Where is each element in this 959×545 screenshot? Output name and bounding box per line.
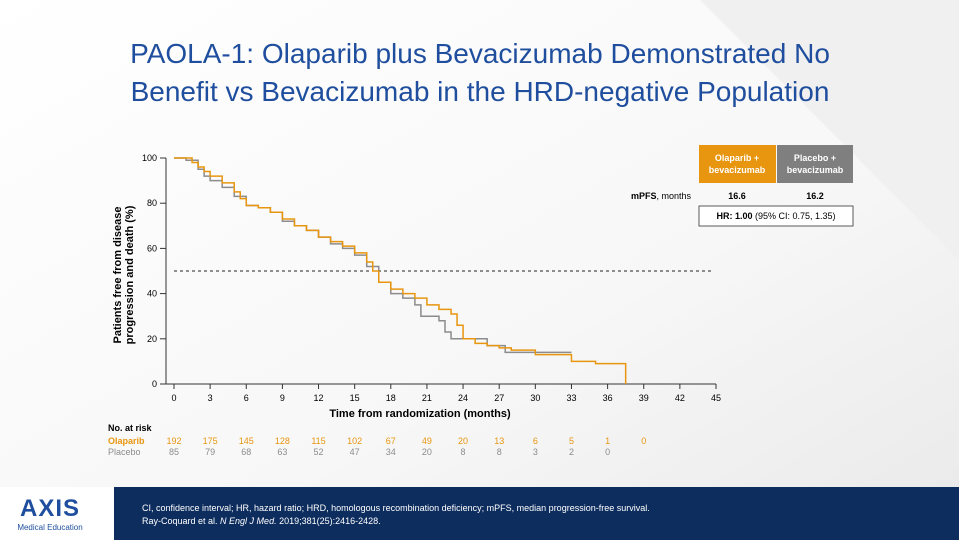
header-cell	[699, 145, 776, 183]
x-tick-label: 6	[244, 393, 249, 403]
row-label-bold: mPFS	[631, 191, 657, 201]
at-risk-value: 102	[347, 436, 362, 446]
y-tick-label: 80	[147, 198, 157, 208]
at-risk-value: 2	[569, 447, 574, 457]
x-tick-label: 36	[603, 393, 613, 403]
at-risk-value: 63	[277, 447, 287, 457]
y-tick-label: 100	[142, 153, 157, 163]
ref: 2019;381(25):2416-2428.	[277, 516, 381, 526]
at-risk-value: 20	[458, 436, 468, 446]
at-risk-value: 52	[314, 447, 324, 457]
at-risk-value: 34	[386, 447, 396, 457]
at-risk-value: 67	[386, 436, 396, 446]
at-risk-value: 47	[350, 447, 360, 457]
ref: Ray-Coquard et al.	[142, 516, 220, 526]
at-risk-value: 5	[569, 436, 574, 446]
at-risk-value: 1	[605, 436, 610, 446]
header: Olaparib +	[715, 153, 759, 163]
hr-bold: HR: 1.00	[716, 211, 752, 221]
at-risk-value: 13	[494, 436, 504, 446]
row-label-rest: , months	[656, 191, 691, 201]
decor	[700, 0, 959, 260]
x-axis-label: Time from randomization (months)	[329, 408, 511, 420]
x-tick-label: 27	[494, 393, 504, 403]
at-risk-value: 49	[422, 436, 432, 446]
footer-band	[114, 487, 959, 540]
header: Placebo +	[794, 153, 836, 163]
at-risk-value: 68	[241, 447, 251, 457]
at-risk-value: 115	[311, 436, 325, 446]
at-risk-value: 6	[533, 436, 538, 446]
row-label: mPFS, months	[631, 191, 692, 201]
header: bevacizumab	[787, 165, 844, 175]
at-risk-value: 145	[239, 436, 254, 446]
y-axis-label: progression and death (%)	[124, 205, 136, 344]
at-risk-value: 8	[461, 447, 466, 457]
title: PAOLA-1: Olaparib plus Bevacizumab Demon…	[130, 38, 830, 69]
footer-text: CI, confidence interval; HR, hazard rati…	[142, 503, 650, 513]
x-tick-label: 9	[280, 393, 285, 403]
at-risk-value: 85	[169, 447, 179, 457]
x-tick-label: 45	[711, 393, 721, 403]
x-tick-label: 18	[386, 393, 396, 403]
hr-box	[698, 205, 854, 227]
x-tick-label: 0	[171, 393, 176, 403]
header-cell	[777, 145, 853, 183]
y-tick-label: 60	[147, 243, 157, 253]
x-tick-label: 42	[675, 393, 685, 403]
ref-journal: N Engl J Med.	[220, 516, 277, 526]
x-tick-label: 24	[458, 393, 468, 403]
at-risk-value: 0	[605, 447, 610, 457]
at-risk-value: 79	[205, 447, 215, 457]
x-tick-label: 21	[422, 393, 432, 403]
at-risk-value: 0	[641, 436, 646, 446]
title: Benefit vs Bevacizumab in the HRD-negati…	[131, 76, 830, 107]
logo-sub: Medical Education	[17, 523, 82, 532]
x-tick-label: 33	[566, 393, 576, 403]
x-tick-label: 39	[639, 393, 649, 403]
header: bevacizumab	[709, 165, 766, 175]
at-risk-value: 3	[533, 447, 538, 457]
at-risk-value: 128	[275, 436, 290, 446]
x-tick-label: 30	[530, 393, 540, 403]
logo: AXIS	[20, 495, 80, 522]
at-risk-title: No. at risk	[108, 423, 153, 433]
y-tick-label: 40	[147, 289, 157, 299]
km-curve	[174, 157, 627, 384]
x-tick-label: 12	[314, 393, 324, 403]
cell: 16.6	[728, 191, 746, 201]
hr-text: HR: 1.00 (95% CI: 0.75, 1.35)	[716, 211, 835, 221]
y-tick-label: 20	[147, 334, 157, 344]
at-risk-value: 8	[497, 447, 502, 457]
at-risk-value: 175	[203, 436, 218, 446]
at-risk-value: 192	[166, 436, 181, 446]
at-risk-value: 20	[422, 447, 432, 457]
cell: 16.2	[806, 191, 824, 201]
footer-text: Ray-Coquard et al. N Engl J Med. 2019;38…	[142, 516, 381, 526]
y-tick-label: 0	[152, 379, 157, 389]
x-tick-label: 3	[208, 393, 213, 403]
at-risk-name: Placebo	[108, 447, 141, 457]
x-tick-label: 15	[350, 393, 360, 403]
at-risk-name: Olaparib	[108, 436, 145, 446]
y-axis-label: Patients free from disease	[112, 207, 124, 344]
hr-rest: (95% CI: 0.75, 1.35)	[752, 211, 835, 221]
